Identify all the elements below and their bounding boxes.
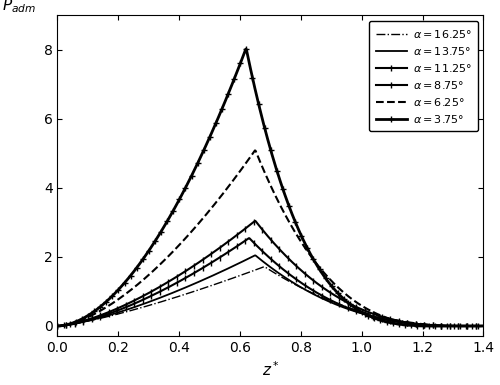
Line: $\alpha = 11.25°$: $\alpha = 11.25°$ [54, 218, 487, 330]
Line: $\alpha = 6.25°$: $\alpha = 6.25°$ [58, 151, 484, 326]
$\alpha = 16.25°$ [174, 295, 180, 299]
$\alpha = 6.25°$ [335, 285, 341, 290]
$\alpha = 11.25°$ [252, 219, 258, 223]
$\alpha = 6.25°$ [158, 261, 164, 265]
$\alpha = 11.25°$ [335, 295, 341, 300]
$\alpha = 13.75°$ [335, 303, 341, 308]
$\alpha = 3.75°$ [189, 172, 195, 177]
$\alpha = 16.25°$ [189, 290, 195, 294]
$\alpha = 3.75°$ [335, 291, 341, 295]
$\alpha = 3.75°$ [386, 320, 392, 325]
$\alpha = 16.25°$ [386, 316, 392, 321]
X-axis label: $z^*$: $z^*$ [262, 361, 280, 380]
Legend: $\alpha = 16.25°$, $\alpha = 13.75°$, $\alpha = 11.25°$, $\alpha = 8.75°$, $\alp: $\alpha = 16.25°$, $\alpha = 13.75°$, $\… [369, 21, 478, 131]
$\alpha = 8.75°$ [439, 323, 445, 328]
$\alpha = 11.25°$ [189, 264, 195, 269]
$\alpha = 13.75°$ [189, 282, 195, 287]
$\alpha = 16.25°$ [158, 299, 164, 304]
$\alpha = 13.75°$ [54, 324, 60, 328]
Y-axis label: $P_{adm}$: $P_{adm}$ [2, 0, 36, 15]
$\alpha = 8.75°$ [189, 272, 195, 276]
$\alpha = 11.25°$ [480, 324, 486, 328]
$\alpha = 6.25°$ [174, 244, 180, 249]
$\alpha = 13.75°$ [386, 318, 392, 322]
Line: $\alpha = 16.25°$: $\alpha = 16.25°$ [58, 267, 484, 326]
$\alpha = 6.25°$ [439, 324, 445, 328]
$\alpha = 11.25°$ [386, 316, 392, 321]
Line: $\alpha = 3.75°$: $\alpha = 3.75°$ [54, 45, 487, 330]
$\alpha = 8.75°$ [335, 301, 341, 306]
$\alpha = 6.25°$ [252, 148, 258, 153]
Line: $\alpha = 13.75°$: $\alpha = 13.75°$ [58, 255, 484, 326]
$\alpha = 6.25°$ [480, 324, 486, 328]
$\alpha = 13.75°$ [480, 324, 486, 328]
$\alpha = 16.25°$ [261, 264, 267, 269]
$\alpha = 16.25°$ [335, 301, 341, 306]
$\alpha = 3.75°$ [158, 228, 164, 233]
Line: $\alpha = 8.75°$: $\alpha = 8.75°$ [54, 235, 487, 330]
$\alpha = 11.25°$ [174, 274, 180, 278]
$\alpha = 16.25°$ [54, 324, 60, 328]
$\alpha = 3.75°$ [243, 47, 249, 51]
$\alpha = 13.75°$ [174, 288, 180, 293]
$\alpha = 3.75°$ [439, 324, 445, 328]
$\alpha = 3.75°$ [54, 324, 60, 328]
$\alpha = 8.75°$ [54, 324, 60, 328]
$\alpha = 13.75°$ [439, 323, 445, 328]
$\alpha = 8.75°$ [386, 318, 392, 323]
$\alpha = 11.25°$ [439, 323, 445, 328]
$\alpha = 11.25°$ [158, 283, 164, 288]
$\alpha = 8.75°$ [158, 288, 164, 293]
$\alpha = 6.25°$ [386, 316, 392, 321]
$\alpha = 8.75°$ [246, 236, 252, 241]
$\alpha = 8.75°$ [174, 280, 180, 285]
$\alpha = 11.25°$ [54, 324, 60, 328]
$\alpha = 8.75°$ [480, 324, 486, 328]
$\alpha = 13.75°$ [252, 253, 258, 258]
$\alpha = 3.75°$ [480, 324, 486, 328]
$\alpha = 13.75°$ [158, 295, 164, 300]
$\alpha = 3.75°$ [174, 201, 180, 205]
$\alpha = 6.25°$ [54, 324, 60, 328]
$\alpha = 16.25°$ [439, 323, 445, 328]
$\alpha = 16.25°$ [480, 324, 486, 328]
$\alpha = 6.25°$ [189, 228, 195, 233]
